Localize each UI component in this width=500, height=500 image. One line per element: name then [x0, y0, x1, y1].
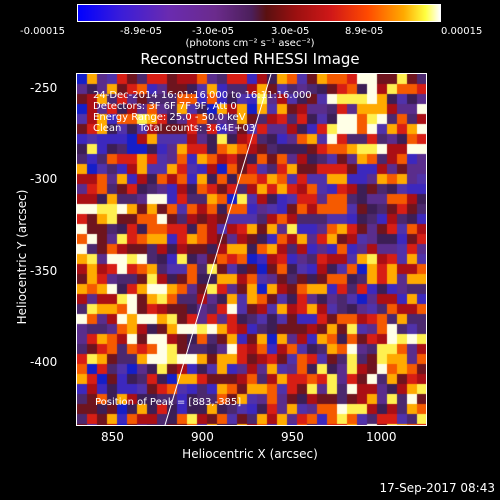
colorbar-tick: -3.0e-05 — [192, 26, 234, 37]
x-tick-label: 950 — [281, 430, 304, 444]
timestamp: 17-Sep-2017 08:43 — [379, 481, 495, 495]
plot-title: Reconstructed RHESSI Image — [140, 50, 360, 68]
y-tick-label: -250 — [30, 81, 58, 95]
peak-position-text: Position of Peak = [883,-385] — [95, 397, 242, 408]
method-text: Clean — [93, 123, 122, 134]
image-plot: 24-Dec-2014 16:01:16.000 to 16:11:16.000… — [76, 73, 427, 426]
colorbar-tick: 3.0e-05 — [271, 26, 310, 37]
colorbar-tick: 8.9e-05 — [345, 26, 384, 37]
x-axis-label: Heliocentric X (arcsec) — [182, 447, 318, 461]
rhessi-image — [77, 74, 426, 425]
limb-overlay — [164, 74, 272, 425]
colorbar-tick: -8.9e-05 — [120, 26, 162, 37]
detectors-text: Detectors: 3F 6F 7F 9F, Att 0 — [93, 101, 237, 112]
colorbar-units: (photons cm⁻² s⁻¹ asec⁻²) — [185, 38, 315, 49]
x-tick-label: 850 — [101, 430, 124, 444]
colorbar-tick: 0.00015 — [441, 26, 483, 37]
y-tick-label: -400 — [30, 355, 58, 369]
solar-limb-line — [164, 74, 272, 425]
y-tick-label: -300 — [30, 172, 58, 186]
x-tick-label: 1000 — [366, 430, 397, 444]
colorbar — [77, 4, 441, 22]
y-axis-label: Heliocentric Y (arcsec) — [15, 189, 29, 325]
energy-range-text: Energy Range: 25.0 - 50.0 keV — [93, 112, 246, 123]
y-tick-label: -350 — [30, 264, 58, 278]
colorbar-tick: -0.00015 — [20, 26, 65, 37]
x-tick-label: 900 — [191, 430, 214, 444]
total-counts-text: Total counts: 3.64E+03 — [139, 123, 256, 134]
time-range-text: 24-Dec-2014 16:01:16.000 to 16:11:16.000 — [93, 90, 312, 101]
